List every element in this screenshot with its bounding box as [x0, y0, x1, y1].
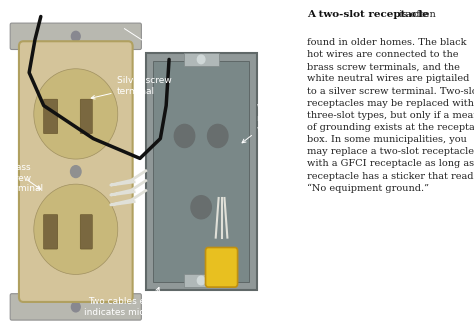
Circle shape: [174, 124, 195, 148]
FancyBboxPatch shape: [44, 99, 58, 134]
Text: White
neutral
wires: White neutral wires: [242, 104, 289, 143]
Text: Two cables entering the box
indicates middle-of-run wiring: Two cables entering the box indicates mi…: [83, 287, 219, 316]
FancyBboxPatch shape: [19, 41, 133, 302]
Circle shape: [71, 166, 81, 178]
Circle shape: [191, 196, 211, 219]
Circle shape: [72, 302, 80, 312]
FancyBboxPatch shape: [44, 214, 58, 249]
Circle shape: [72, 31, 80, 41]
Bar: [183, 274, 219, 287]
Ellipse shape: [34, 69, 118, 159]
Bar: [183, 53, 219, 66]
FancyBboxPatch shape: [206, 248, 237, 287]
FancyBboxPatch shape: [10, 294, 141, 320]
FancyBboxPatch shape: [80, 214, 92, 249]
Text: Brass
screw
terminal: Brass screw terminal: [6, 163, 44, 193]
Circle shape: [197, 55, 205, 64]
FancyBboxPatch shape: [80, 99, 92, 134]
Circle shape: [197, 276, 205, 285]
Text: found in older homes. The black
hot wires are connected to the
brass screw termi: found in older homes. The black hot wire…: [308, 38, 474, 193]
FancyBboxPatch shape: [10, 23, 141, 50]
Text: Black hot wire: Black hot wire: [79, 15, 148, 44]
Text: A two-slot receptacle: A two-slot receptacle: [308, 10, 429, 19]
Bar: [153, 61, 249, 282]
Text: Silver screw
terminal: Silver screw terminal: [91, 76, 172, 99]
Circle shape: [208, 124, 228, 148]
Ellipse shape: [34, 184, 118, 275]
Text: is often: is often: [396, 10, 436, 19]
Bar: [146, 53, 256, 290]
